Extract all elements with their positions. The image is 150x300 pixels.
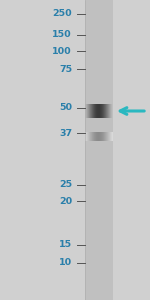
Text: 100: 100 <box>52 46 72 56</box>
Text: 50: 50 <box>59 103 72 112</box>
Text: 15: 15 <box>59 240 72 249</box>
Text: 37: 37 <box>59 129 72 138</box>
Text: 75: 75 <box>59 64 72 74</box>
Text: 25: 25 <box>59 180 72 189</box>
Text: 150: 150 <box>52 30 72 39</box>
Text: 10: 10 <box>59 258 72 267</box>
Bar <box>85 0 112 300</box>
Text: 20: 20 <box>59 196 72 206</box>
Text: 250: 250 <box>52 9 72 18</box>
